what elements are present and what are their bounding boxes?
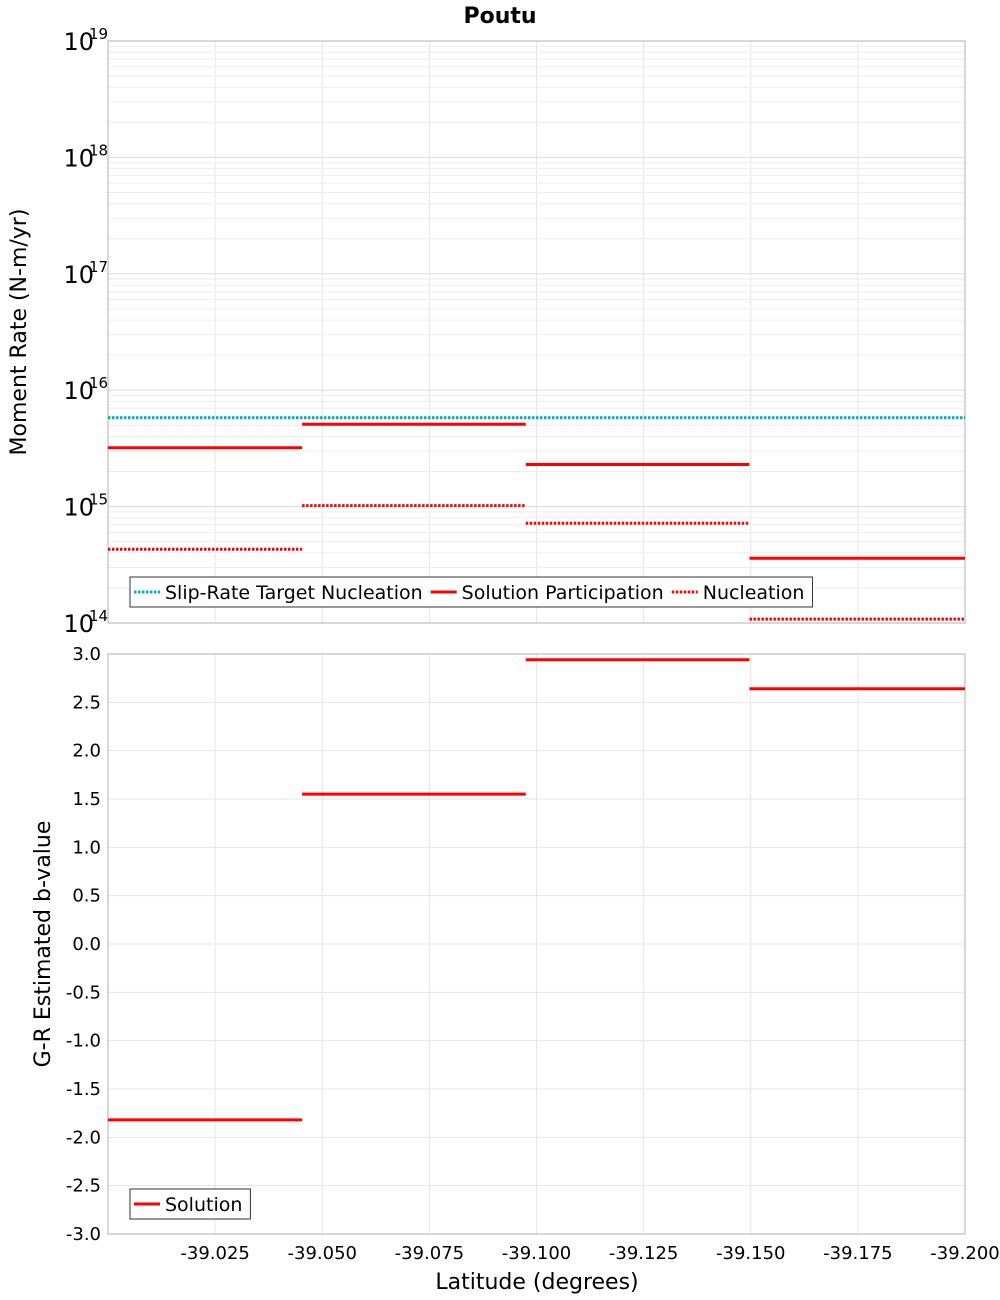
y-tick-label: 10	[63, 610, 94, 638]
y-tick-exponent: 15	[89, 491, 108, 509]
y-tick-label: 0.5	[72, 886, 101, 907]
y-tick-label: 2.0	[72, 741, 101, 762]
y-tick-label: 10	[63, 494, 94, 522]
x-tick-label: -39.150	[716, 1243, 785, 1264]
y-tick-exponent: 18	[89, 141, 108, 159]
y-tick-label: 10	[63, 144, 94, 172]
b-value-series	[108, 658, 965, 1122]
x-tick-label: -39.025	[180, 1243, 249, 1264]
b-value-legend: Solution	[129, 1188, 251, 1220]
legend-entry: Solution Participation	[462, 582, 664, 604]
y-tick-exponent: 14	[89, 607, 108, 625]
y-tick-label: 10	[63, 377, 94, 405]
x-axis-ticks: -39.025 -39.050 -39.075 -39.100 -39.125 -39.1…	[180, 1243, 999, 1264]
y-tick-label: 10	[63, 261, 94, 289]
chart-title: Poutu	[463, 4, 536, 29]
y-tick-label: -0.5	[66, 982, 101, 1003]
legend-box	[129, 576, 813, 608]
b-value-y-ticks: 3.0 2.5 2.0 1.5 1.0 0.5 0.0 -0.5 -1.0 -1.5 -2.0 -2.…	[66, 644, 101, 1245]
y-tick-label: 3.0	[72, 644, 101, 665]
moment-rate-legend: Slip-Rate Target Nucleation Solution Part…	[129, 576, 813, 608]
x-tick-label: -39.125	[609, 1243, 678, 1264]
y-tick-label: 10	[63, 28, 94, 56]
y-tick-label: 0.0	[72, 934, 101, 955]
x-axis-label: Latitude (degrees)	[435, 1270, 638, 1295]
y-tick-exponent: 19	[89, 25, 108, 43]
moment-rate-plot-area	[107, 40, 966, 624]
y-tick-label: 1.0	[72, 837, 101, 858]
y-tick-label: -1.5	[66, 1079, 101, 1100]
moment-rate-grid	[108, 41, 966, 624]
y-tick-label: 2.5	[72, 692, 101, 713]
y-tick-exponent: 16	[89, 374, 108, 392]
y-tick-label: -1.0	[66, 1031, 101, 1052]
y-tick-label: -2.0	[66, 1127, 101, 1148]
y-tick-exponent: 17	[89, 258, 108, 276]
x-tick-label: -39.200	[930, 1243, 999, 1264]
b-value-y-label: G-R Estimated b-value	[31, 821, 56, 1068]
y-tick-label: -2.5	[66, 1176, 101, 1197]
x-tick-label: -39.075	[395, 1243, 464, 1264]
moment-rate-series	[108, 416, 965, 621]
x-tick-label: -39.175	[823, 1243, 892, 1264]
x-tick-label: -39.050	[288, 1243, 357, 1264]
x-tick-label: -39.100	[502, 1243, 571, 1264]
moment-rate-y-label: Moment Rate (N-m/yr)	[7, 209, 32, 456]
legend-entry: Slip-Rate Target Nucleation	[165, 582, 423, 604]
b-value-panel: 3.0 2.5 2.0 1.5 1.0 0.5 0.0 -0.5 -1.0 -1.5 -2.0 -2.…	[31, 644, 966, 1245]
y-tick-label: -3.0	[66, 1224, 101, 1245]
b-value-plot-area	[107, 653, 966, 1235]
legend-entry: Nucleation	[703, 582, 805, 604]
y-tick-label: 1.5	[72, 789, 101, 810]
legend-entry: Solution	[165, 1194, 242, 1216]
